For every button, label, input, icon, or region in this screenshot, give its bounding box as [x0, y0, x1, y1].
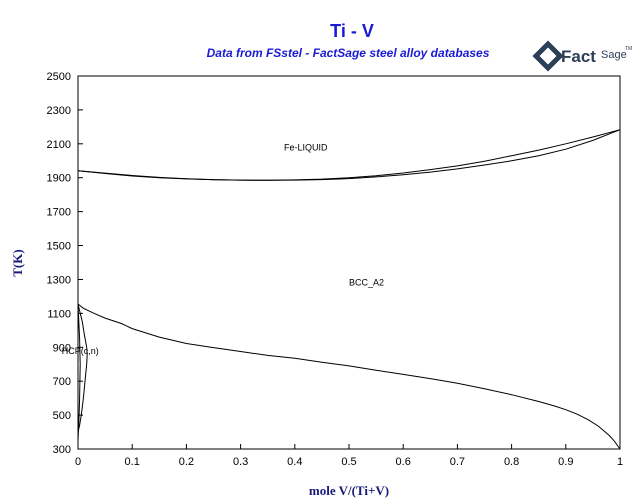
y-tick-label: 700: [53, 376, 71, 388]
x-tick-label: 0.9: [558, 456, 573, 468]
x-tick-label: 0.8: [504, 456, 519, 468]
y-tick-label: 1700: [47, 207, 71, 219]
y-tick-label: 2500: [47, 71, 71, 83]
phase-boundary-curves: [77, 129, 621, 450]
y-axis-label: T(K): [10, 249, 25, 276]
x-axis-ticks: 0 0.1 0.2 0.3 0.4 0.5 0.6 0.7 0.8 0.9 1: [75, 444, 623, 468]
logo-trademark: TM: [625, 46, 632, 52]
phase-label: HCP(c,n): [62, 346, 99, 356]
y-tick-label: 2300: [47, 105, 71, 117]
factsage-logo: Fact Sage TM: [532, 40, 632, 72]
x-tick-label: 0.2: [179, 456, 194, 468]
logo-diamond-mark: [532, 40, 564, 72]
y-tick-label: 2100: [47, 139, 71, 151]
phase-region-labels: Fe-LIQUID BCC_A2 HCP(c,n): [62, 143, 384, 356]
x-tick-label: 0.5: [341, 456, 356, 468]
phase-boundary-2: [77, 129, 621, 181]
x-tick-label: 0.7: [450, 456, 465, 468]
phase-boundary-3: [77, 303, 621, 450]
y-axis-ticks: 300 500 700 900 1100 1300 1500 1700 1900 2100 2300…: [47, 71, 83, 456]
y-tick-label: 1500: [47, 241, 71, 253]
y-tick-label: 500: [53, 410, 71, 422]
phase-boundary-1: [77, 129, 621, 181]
x-axis-label: mole V/(Ti+V): [309, 483, 389, 498]
logo-fact-text: Fact: [561, 47, 596, 66]
y-tick-label: 300: [53, 444, 71, 456]
y-tick-label: 1900: [47, 173, 71, 185]
x-tick-label: 0.6: [396, 456, 411, 468]
logo-sage-text: Sage: [601, 49, 627, 61]
y-tick-label: 900: [53, 342, 71, 354]
chart-subtitle: Data from FSstel - FactSage steel alloy …: [207, 46, 490, 60]
x-tick-label: 1: [617, 456, 623, 468]
phase-boundary-4: [77, 303, 88, 433]
chart-title: Ti - V: [330, 21, 374, 41]
y-tick-label: 1300: [47, 274, 71, 286]
plot-frame: [77, 75, 621, 450]
x-tick-label: 0: [75, 456, 81, 468]
y-tick-label: 1100: [47, 308, 71, 320]
phase-boundary-5: [77, 303, 81, 441]
x-tick-label: 0.3: [233, 456, 248, 468]
x-tick-label: 0.4: [287, 456, 302, 468]
x-tick-label: 0.1: [125, 456, 140, 468]
phase-label: BCC_A2: [349, 277, 384, 287]
phase-label: Fe-LIQUID: [284, 143, 328, 153]
